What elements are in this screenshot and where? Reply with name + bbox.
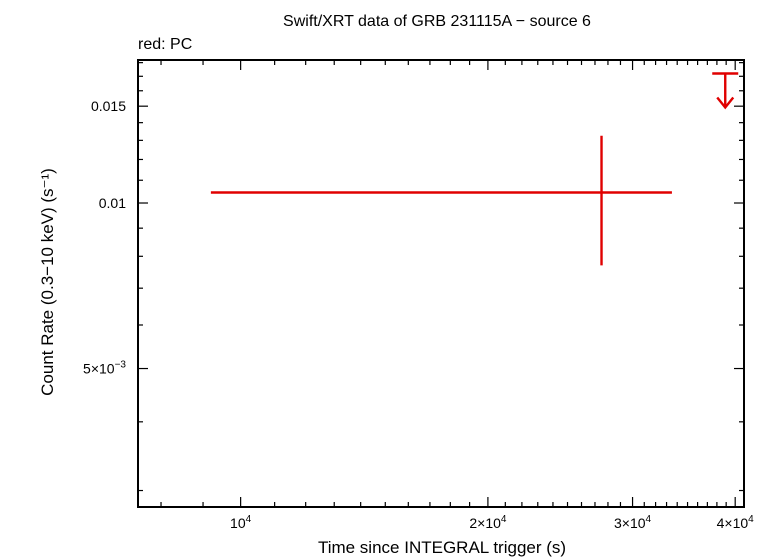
- data-marks: [210, 72, 739, 266]
- x-tick-labels: 104 2×104 3×104 4×104: [230, 514, 754, 531]
- axis-ticks: [138, 60, 745, 507]
- chart-title: Swift/XRT data of GRB 231115A − source 6: [283, 13, 591, 30]
- upper-limit-arrowhead: [716, 96, 735, 110]
- y-tick-label: 0.01: [99, 195, 126, 211]
- x-tick-label: 3×104: [614, 514, 652, 531]
- y-axis-label: Count Rate (0.3−10 keV) (s⁻¹): [38, 168, 57, 396]
- x-tick-label: 104: [230, 514, 252, 531]
- y-tick-label: 5×10−3: [83, 360, 126, 377]
- x-tick-label: 4×104: [717, 514, 755, 531]
- y-tick-label: 0.015: [91, 98, 126, 114]
- x-tick-label: 2×104: [469, 514, 507, 531]
- chart-subtitle: red: PC: [138, 36, 192, 53]
- plot-frame: [137, 59, 745, 508]
- y-tick-labels: 5×10−3 0.01 0.015: [83, 98, 126, 376]
- x-axis-label: Time since INTEGRAL trigger (s): [318, 538, 566, 557]
